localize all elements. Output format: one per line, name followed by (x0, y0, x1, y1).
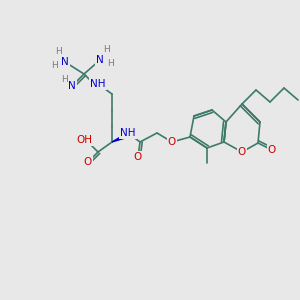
Text: H: H (61, 74, 68, 83)
Text: O: O (238, 147, 246, 157)
Text: O: O (84, 157, 92, 167)
Text: N: N (68, 81, 76, 91)
Text: N: N (96, 55, 104, 65)
Text: O: O (134, 152, 142, 162)
Text: NH: NH (120, 128, 136, 138)
Polygon shape (112, 130, 132, 142)
Text: H: H (103, 46, 110, 55)
Text: O: O (268, 145, 276, 155)
Text: NH: NH (90, 79, 106, 89)
Text: H: H (56, 47, 62, 56)
Text: O: O (168, 137, 176, 147)
Text: H: H (52, 61, 58, 70)
Text: N: N (61, 57, 69, 67)
Text: H: H (106, 59, 113, 68)
Text: OH: OH (76, 135, 92, 145)
